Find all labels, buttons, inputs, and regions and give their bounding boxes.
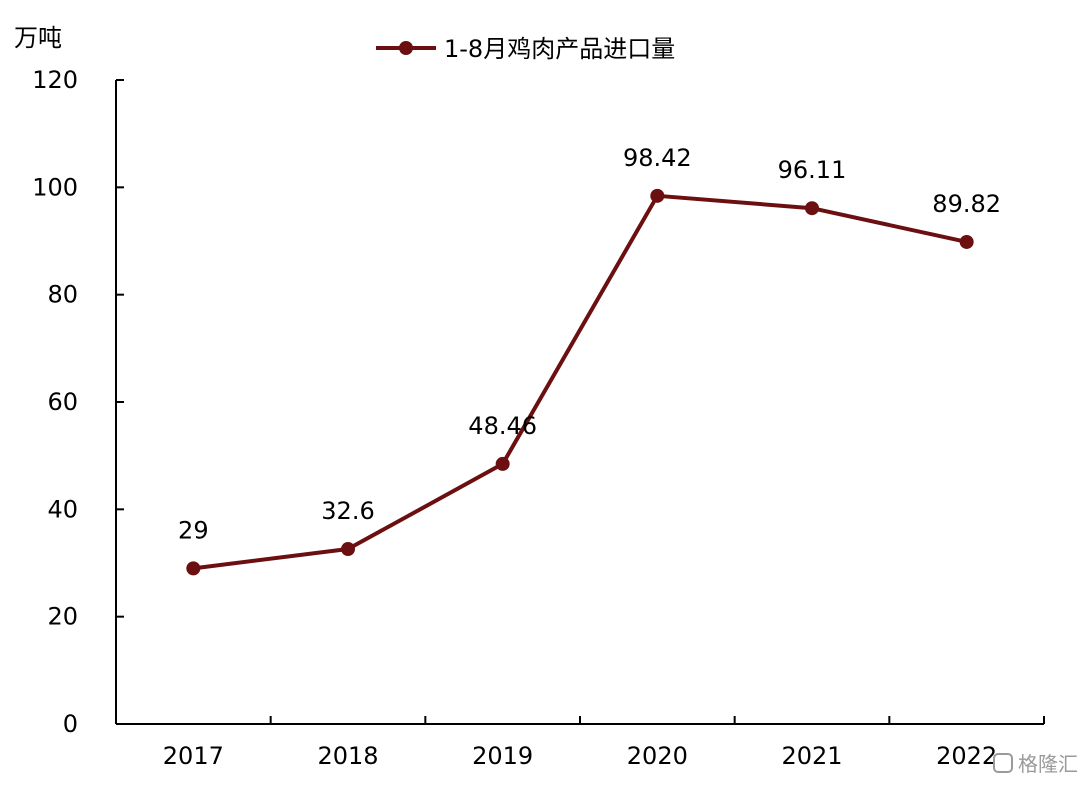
series-line bbox=[193, 193, 968, 571]
y-tick-label: 60 bbox=[47, 388, 78, 416]
y-axis-unit-label: 万吨 bbox=[14, 24, 62, 52]
legend: 1-8月鸡肉产品进口量 bbox=[376, 35, 675, 63]
watermark-logo-icon bbox=[993, 753, 1013, 773]
data-label: 48.46 bbox=[468, 412, 537, 440]
x-tick-label: 2019 bbox=[472, 742, 533, 770]
y-tick-label: 20 bbox=[47, 603, 78, 631]
x-tick-label: 2020 bbox=[627, 742, 688, 770]
x-tick-label: 2021 bbox=[781, 742, 842, 770]
data-labels: 29 32.6 48.46 98.42 96.11 89.82 bbox=[178, 144, 1001, 545]
data-point bbox=[959, 234, 974, 249]
axes bbox=[115, 80, 1044, 725]
watermark: 格隆汇 bbox=[993, 752, 1078, 776]
legend-marker bbox=[399, 41, 413, 55]
y-tick-label: 100 bbox=[32, 173, 78, 201]
data-label: 29 bbox=[178, 516, 209, 544]
y-tick-label: 80 bbox=[47, 281, 78, 309]
y-axis-ticks: 0 20 40 60 80 100 120 bbox=[32, 66, 124, 738]
y-tick-label: 120 bbox=[32, 66, 78, 94]
series-group bbox=[186, 188, 974, 576]
x-tick-label: 2022 bbox=[936, 742, 997, 770]
data-point bbox=[186, 561, 201, 576]
data-label: 98.42 bbox=[623, 144, 692, 172]
data-label: 89.82 bbox=[932, 190, 1001, 218]
data-point bbox=[650, 188, 665, 203]
y-tick-label: 0 bbox=[63, 710, 78, 738]
x-axis-ticks: 2017 2018 2019 2020 2021 2022 bbox=[115, 716, 1045, 770]
watermark-text: 格隆汇 bbox=[1018, 752, 1078, 776]
data-label: 96.11 bbox=[778, 156, 847, 184]
legend-label: 1-8月鸡肉产品进口量 bbox=[444, 35, 675, 63]
data-point bbox=[805, 201, 819, 216]
x-tick-label: 2018 bbox=[317, 742, 378, 770]
x-tick-label: 2017 bbox=[163, 742, 224, 770]
data-label: 32.6 bbox=[321, 497, 374, 525]
y-tick-label: 40 bbox=[47, 495, 78, 523]
data-point bbox=[341, 542, 355, 557]
data-point bbox=[495, 456, 510, 471]
